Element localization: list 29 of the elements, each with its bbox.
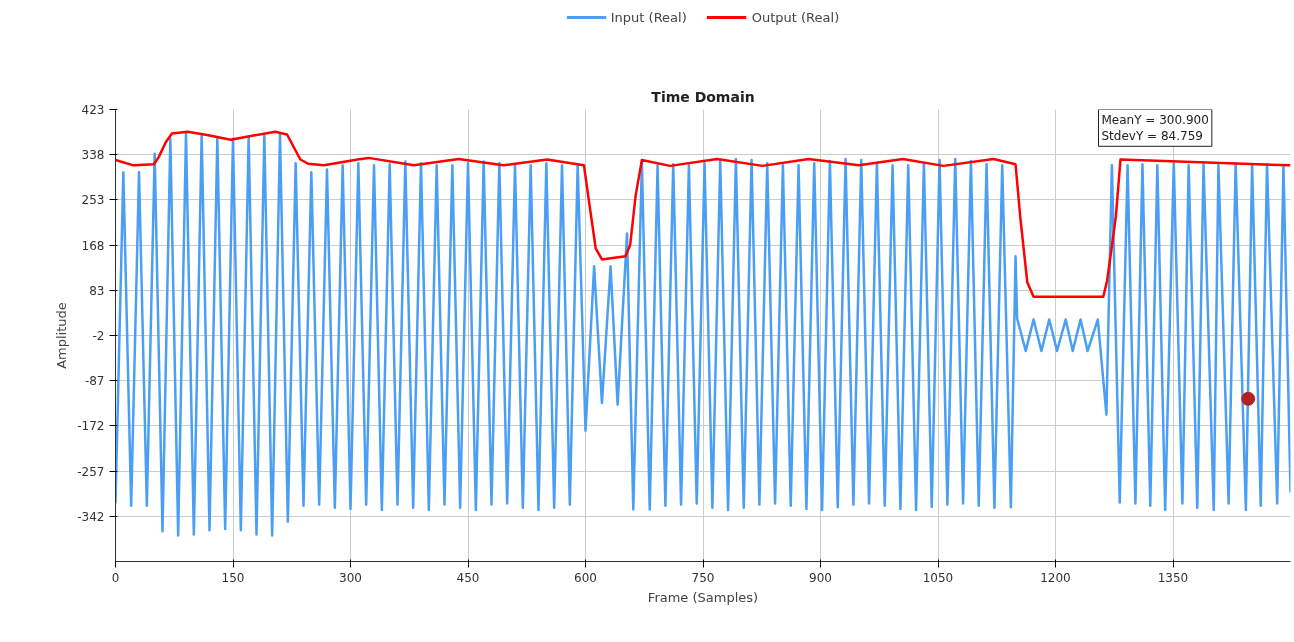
y-tick-label: 83 bbox=[89, 283, 105, 298]
y-tick-label: -342 bbox=[77, 509, 105, 524]
x-tick-label: 900 bbox=[809, 570, 832, 585]
line-series bbox=[115, 132, 1291, 537]
legend-label: Output (Real) bbox=[751, 9, 840, 25]
x-tick-label: 0 bbox=[111, 570, 120, 585]
x-tick-label: 300 bbox=[339, 570, 362, 585]
x-tick-label: 750 bbox=[691, 570, 715, 585]
y-tick-label: -172 bbox=[77, 419, 105, 434]
y-tick-label: 168 bbox=[81, 238, 105, 253]
y-tick-label: -87 bbox=[84, 374, 105, 389]
line-series bbox=[115, 130, 1291, 298]
y-tick-label: 423 bbox=[81, 103, 105, 117]
y-tick-label: 253 bbox=[81, 193, 105, 208]
y-tick-label: -257 bbox=[77, 464, 105, 479]
annotation: StdevY = 84.759 bbox=[1101, 129, 1203, 144]
x-tick-label: 600 bbox=[574, 570, 597, 585]
legend-label: Input (Real) bbox=[610, 9, 687, 25]
x-tick-label: 150 bbox=[221, 570, 245, 585]
x-axis-title: Frame (Samples) bbox=[647, 589, 759, 605]
y-tick-label: -2 bbox=[92, 329, 105, 343]
x-tick-label: 1350 bbox=[1157, 570, 1189, 585]
y-tick-label: 338 bbox=[81, 148, 105, 163]
chart-title: Time Domain bbox=[651, 88, 755, 105]
x-tick-label: 450 bbox=[456, 570, 480, 585]
x-tick-label: 1050 bbox=[922, 570, 954, 585]
annotation: MeanY = 300.900 bbox=[1101, 112, 1209, 127]
y-axis-title: Amplitude bbox=[54, 302, 70, 369]
x-tick-label: 1200 bbox=[1040, 570, 1071, 585]
